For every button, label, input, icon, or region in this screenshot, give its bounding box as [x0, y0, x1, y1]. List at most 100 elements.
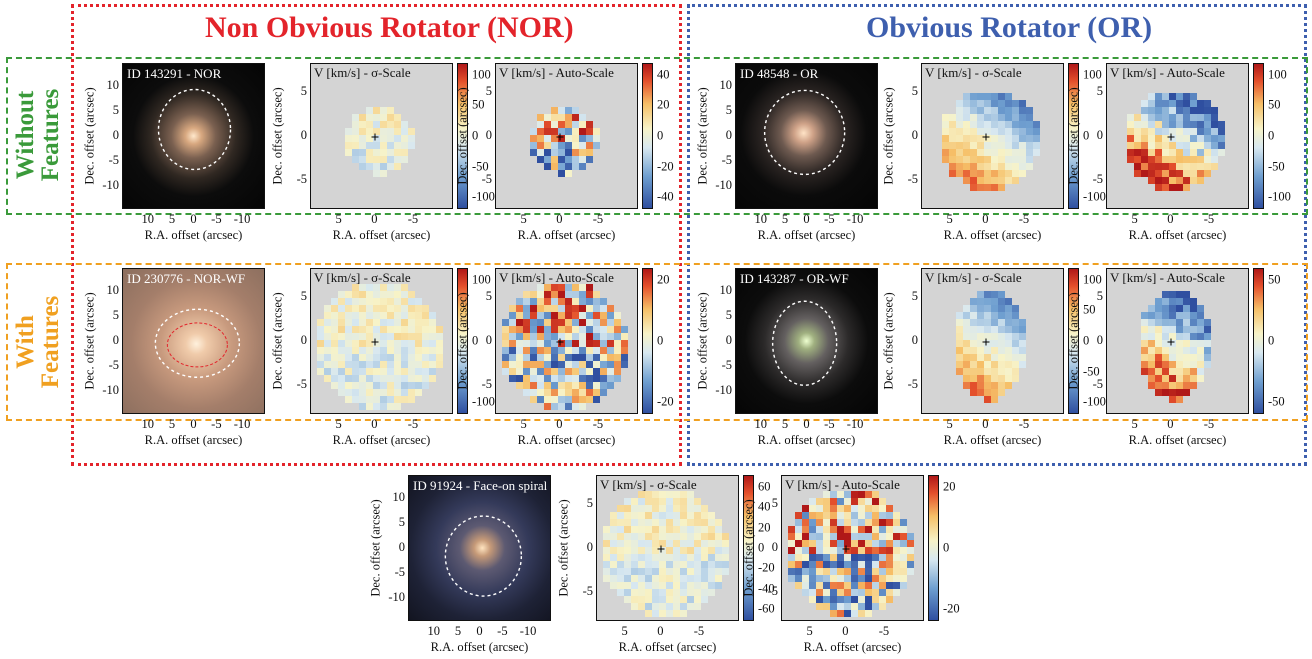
velocity-pixel [991, 149, 998, 156]
velocity-pixel [586, 135, 593, 142]
velocity-pixel [558, 114, 565, 121]
velocity-pixel [1148, 170, 1155, 177]
velocity-pixel [387, 149, 394, 156]
velocity-pixel [680, 519, 687, 526]
velocity-pixel [830, 561, 837, 568]
velocity-pixel [586, 333, 593, 340]
velocity-pixel [1162, 312, 1169, 319]
velocity-pixel [558, 347, 565, 354]
velocity-pixel [1169, 312, 1176, 319]
velocity-pixel [614, 361, 621, 368]
velocity-pixel [851, 561, 858, 568]
velocity-pixel [373, 128, 380, 135]
velocity-pixel [401, 368, 408, 375]
velocity-pixel [1197, 107, 1204, 114]
velocity-pixel [572, 347, 579, 354]
velocity-pixel [429, 333, 436, 340]
velocity-pixel [373, 107, 380, 114]
velocity-pixel [1155, 375, 1162, 382]
velocity-pixel [1155, 326, 1162, 333]
velocity-pixel [998, 298, 1005, 305]
velocity-pixel [1026, 107, 1033, 114]
velocity-pixel [722, 554, 729, 561]
group3-sigma-map-colorbar-tick: 50 [1083, 302, 1096, 317]
velocity-pixel [900, 561, 907, 568]
velocity-pixel [593, 128, 600, 135]
velocity-pixel [617, 554, 624, 561]
velocity-pixel [970, 107, 977, 114]
group1-sigma-map-xtick: -5 [1018, 212, 1030, 226]
velocity-pixel [1162, 382, 1169, 389]
velocity-pixel [387, 319, 394, 326]
velocity-pixel [1005, 298, 1012, 305]
velocity-pixel [373, 368, 380, 375]
velocity-pixel [956, 326, 963, 333]
velocity-pixel [963, 368, 970, 375]
group4-sigma-map-ytick: -5 [582, 583, 593, 598]
velocity-pixel [624, 554, 631, 561]
velocity-pixel [694, 554, 701, 561]
velocity-pixel [572, 368, 579, 375]
group1-image-ytick: 5 [725, 103, 732, 118]
velocity-pixel [1176, 368, 1183, 375]
velocity-pixel [614, 354, 621, 361]
velocity-pixel [408, 319, 415, 326]
velocity-pixel [565, 128, 572, 135]
velocity-pixel [1190, 326, 1197, 333]
velocity-pixel [1197, 361, 1204, 368]
center-cross-marker [556, 133, 564, 141]
velocity-pixel [586, 326, 593, 333]
velocity-pixel [991, 135, 998, 142]
velocity-pixel [1190, 93, 1197, 100]
velocity-pixel [1204, 121, 1211, 128]
velocity-pixel [984, 100, 991, 107]
velocity-pixel [858, 526, 865, 533]
velocity-pixel [551, 389, 558, 396]
velocity-pixel [1190, 312, 1197, 319]
velocity-pixel [324, 340, 331, 347]
velocity-pixel [984, 177, 991, 184]
velocity-pixel [593, 319, 600, 326]
group0-image-ytick: 0 [112, 128, 119, 142]
velocity-pixel [872, 561, 879, 568]
velocity-pixel [673, 512, 680, 519]
velocity-pixel [645, 505, 652, 512]
velocity-pixel [394, 114, 401, 121]
group0-image-xtick: 0 [190, 212, 197, 226]
velocity-pixel [366, 121, 373, 128]
velocity-pixel [1183, 121, 1190, 128]
velocity-pixel [1141, 149, 1148, 156]
velocity-pixel [893, 519, 900, 526]
velocity-pixel [666, 575, 673, 582]
velocity-pixel [900, 547, 907, 554]
or-header: Obvious Rotator (OR) [866, 11, 1153, 44]
velocity-pixel [1176, 149, 1183, 156]
velocity-pixel [886, 526, 893, 533]
velocity-pixel [551, 354, 558, 361]
velocity-pixel [900, 582, 907, 589]
velocity-pixel [551, 375, 558, 382]
velocity-pixel [352, 368, 359, 375]
velocity-pixel [565, 382, 572, 389]
velocity-pixel [645, 610, 652, 617]
velocity-pixel [823, 561, 830, 568]
velocity-pixel [1176, 354, 1183, 361]
velocity-pixel [1162, 128, 1169, 135]
velocity-pixel [1033, 121, 1040, 128]
velocity-pixel [1204, 340, 1211, 347]
velocity-pixel [652, 547, 659, 554]
velocity-pixel [516, 368, 523, 375]
velocity-pixel [872, 498, 879, 505]
group4-image-xtick: 5 [454, 624, 462, 638]
velocity-pixel [816, 603, 823, 610]
group4-sigma-map-frame [596, 475, 739, 621]
velocity-pixel [631, 512, 638, 519]
velocity-pixel [900, 568, 907, 575]
group2-auto-map-xtick: -5 [592, 417, 604, 431]
velocity-pixel [1162, 135, 1169, 142]
group4-auto-map-xtick: 0 [842, 624, 849, 638]
velocity-pixel [645, 512, 652, 519]
velocity-pixel [593, 312, 600, 319]
velocity-pixel [1204, 326, 1211, 333]
velocity-pixel [373, 163, 380, 170]
